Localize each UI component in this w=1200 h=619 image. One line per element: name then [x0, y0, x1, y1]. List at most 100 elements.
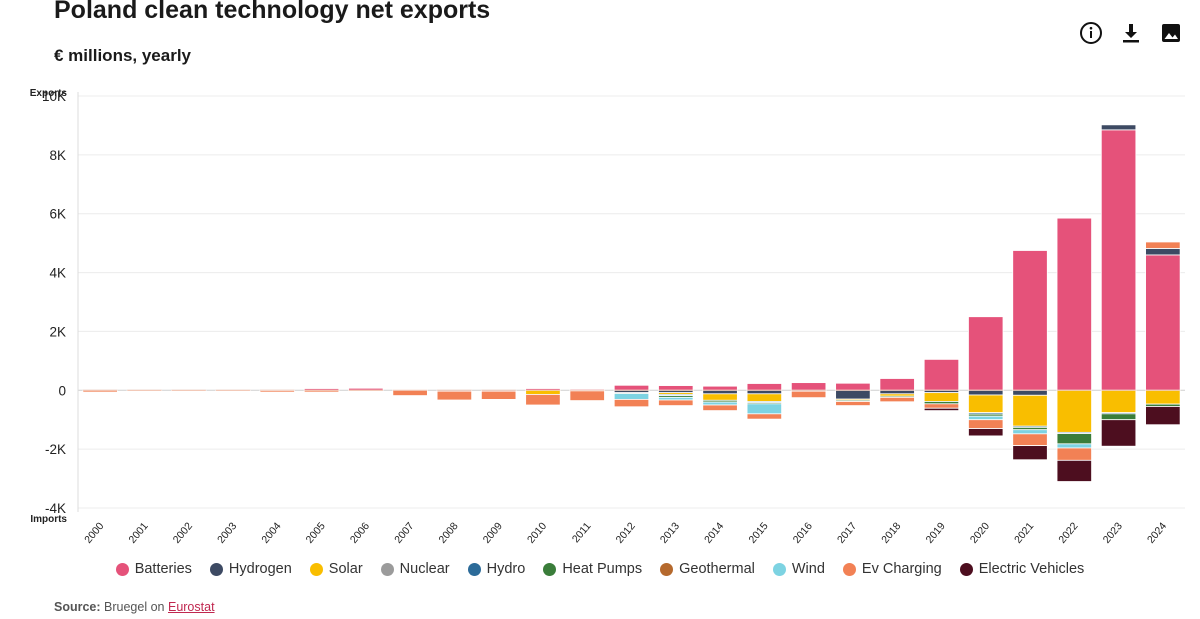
x-tick-label: 2018 — [879, 520, 903, 546]
bar-segment-batteries — [613, 384, 650, 391]
bar-segment-electric-vehicles — [1012, 445, 1048, 461]
bar-segment-electric-vehicles — [1056, 459, 1092, 482]
download-button[interactable] — [1118, 20, 1144, 46]
bar-segment-batteries — [790, 382, 827, 391]
y-tick-label: 2K — [49, 324, 66, 339]
x-tick-label: 2014 — [702, 520, 726, 546]
x-tick-label: 2002 — [171, 520, 195, 546]
bar-segment-wind — [968, 415, 1004, 421]
legend-swatch — [543, 562, 557, 576]
bar-segment-hydrogen — [1145, 248, 1181, 256]
legend-label: Hydro — [486, 561, 526, 577]
x-tick-label: 2021 — [1012, 520, 1036, 546]
legend-item-heat-pumps[interactable]: Heat Pumps — [543, 561, 642, 577]
bar-segment-heat-pumps — [1100, 413, 1137, 421]
bar-segment-batteries — [702, 385, 738, 391]
bar-segment-solar — [1012, 394, 1048, 427]
bar-segment-ev-charging — [968, 419, 1004, 429]
legend-swatch — [660, 562, 674, 576]
bar-segment-ev-charging — [1145, 241, 1181, 249]
bar-segment-solar — [923, 392, 960, 402]
x-tick-label: 2000 — [82, 520, 106, 546]
x-tick-label: 2004 — [259, 520, 283, 546]
legend-label: Heat Pumps — [562, 561, 643, 577]
y-axis-label-exports: Exports — [30, 88, 68, 99]
bar-segment-ev-charging — [1012, 433, 1048, 447]
legend-item-solar[interactable]: Solar — [309, 561, 363, 577]
info-icon — [1080, 22, 1102, 44]
bar-segment-solar — [1145, 389, 1181, 405]
bar-segment-ev-charging — [480, 390, 517, 400]
x-tick-label: 2009 — [481, 520, 505, 546]
bar-segment-ev-charging — [658, 399, 694, 406]
bar-segment-batteries — [1012, 250, 1048, 391]
legend-item-nuclear[interactable]: Nuclear — [380, 561, 450, 577]
legend-label: Solar — [328, 561, 363, 577]
y-tick-label: 6K — [49, 207, 66, 222]
x-tick-label: 2003 — [215, 520, 239, 546]
source-link[interactable]: Eurostat — [167, 600, 215, 614]
bar-segment-batteries — [835, 382, 871, 391]
legend-item-geothermal[interactable]: Geothermal — [660, 561, 755, 577]
source-text: Bruegel on — [104, 600, 165, 614]
legend-swatch — [115, 562, 129, 576]
legend-label: Hydrogen — [228, 561, 292, 577]
legend-item-hydro[interactable]: Hydro — [467, 561, 526, 577]
bar-segment-batteries — [968, 316, 1004, 391]
bar-segment-wind — [746, 403, 783, 415]
x-tick-label: 2019 — [924, 520, 948, 546]
legend-swatch — [380, 562, 394, 576]
legend-item-ev-charging[interactable]: Ev Charging — [842, 561, 942, 577]
legend-item-batteries[interactable]: Batteries — [115, 561, 192, 577]
bar-segment-hydrogen — [1100, 124, 1137, 131]
y-tick-label: 8K — [49, 148, 66, 163]
x-tick-label: 2006 — [348, 520, 372, 546]
legend-label: Electric Vehicles — [978, 561, 1085, 577]
legend-item-electric-vehicles[interactable]: Electric Vehicles — [959, 561, 1085, 577]
legend-swatch — [842, 562, 856, 576]
x-tick-label: 2024 — [1145, 520, 1169, 546]
legend-swatch — [209, 562, 223, 576]
x-tick-label: 2016 — [791, 520, 815, 546]
source-note: Source: Bruegel on Eurostat — [54, 600, 215, 614]
legend-label: Nuclear — [399, 561, 450, 577]
bar-segment-batteries — [1056, 217, 1092, 391]
bar-segment-electric-vehicles — [1145, 406, 1181, 426]
legend-item-wind[interactable]: Wind — [772, 561, 825, 577]
bar-segment-hydrogen — [879, 389, 915, 395]
x-tick-label: 2022 — [1056, 520, 1080, 546]
bar-segment-ev-charging — [923, 403, 960, 409]
source-label: Source: — [54, 600, 101, 614]
bar-segment-batteries — [879, 378, 915, 391]
image-export-button[interactable] — [1158, 20, 1184, 46]
bar-segment-solar — [746, 393, 783, 402]
legend-label: Batteries — [134, 561, 192, 577]
bar-segment-ev-charging — [525, 394, 561, 406]
bar-segment-solar — [525, 389, 561, 395]
x-tick-label: 2007 — [392, 520, 416, 546]
x-tick-label: 2011 — [570, 520, 594, 545]
legend-swatch — [467, 562, 481, 576]
legend-item-hydrogen[interactable]: Hydrogen — [209, 561, 292, 577]
legend-label: Geothermal — [679, 561, 755, 577]
x-tick-label: 2013 — [658, 520, 682, 546]
bar-segment-solar — [968, 394, 1004, 414]
y-tick-label: 10K — [42, 89, 66, 104]
legend-swatch — [309, 562, 323, 576]
x-tick-label: 2015 — [746, 520, 770, 546]
chart-title: Poland clean technology net exports — [54, 0, 491, 24]
bar-segment-ev-charging — [392, 389, 428, 396]
download-icon — [1123, 24, 1139, 43]
bar-segment-ev-charging — [613, 399, 650, 408]
bar-segment-ev-charging — [702, 404, 738, 411]
x-tick-label: 2008 — [436, 520, 460, 546]
info-button[interactable] — [1078, 20, 1104, 46]
x-tick-label: 2020 — [968, 520, 992, 546]
chart-subtitle: € millions, yearly — [54, 46, 192, 65]
y-axis-label-imports: Imports — [30, 514, 67, 525]
bar-segment-ev-charging — [1056, 447, 1092, 461]
bar-segment-ev-charging — [835, 401, 871, 406]
legend-swatch — [959, 562, 973, 576]
bar-segment-solar — [702, 393, 738, 401]
